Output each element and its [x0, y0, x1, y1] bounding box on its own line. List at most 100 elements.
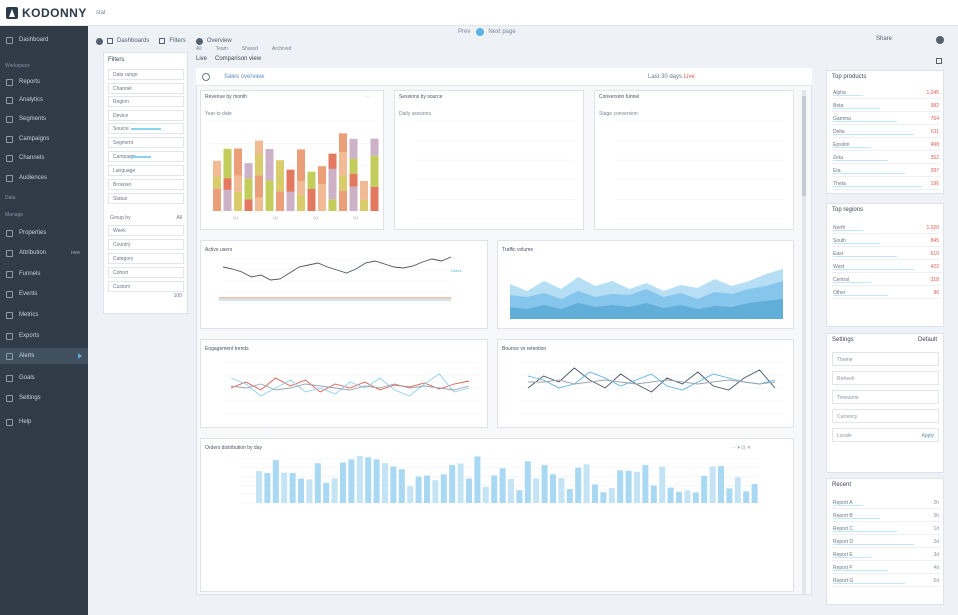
- sidebar-item[interactable]: Exports: [0, 328, 88, 344]
- pager-next[interactable]: Next page: [488, 29, 516, 35]
- panel-row[interactable]: Report B 5h: [831, 510, 941, 522]
- panel-row[interactable]: Theta 196: [831, 178, 941, 190]
- subtab-comparison[interactable]: Comparison view: [215, 56, 262, 62]
- bar: [566, 488, 573, 503]
- filter-field[interactable]: Date range: [108, 69, 184, 80]
- expand-icon[interactable]: [936, 58, 942, 64]
- grid-icon[interactable]: [107, 38, 113, 44]
- sidebar-item[interactable]: Goals: [0, 370, 88, 386]
- panel-row[interactable]: Delta 611: [831, 126, 941, 138]
- refresh-icon[interactable]: [202, 73, 210, 81]
- panel-row-value: 96: [933, 290, 939, 296]
- bar-segment: [339, 133, 347, 153]
- settings-field[interactable]: Locale Apply: [832, 428, 939, 442]
- tab-all[interactable]: All: [196, 46, 202, 52]
- tab-archived[interactable]: Archived: [271, 46, 292, 52]
- sidebar-item[interactable]: Alerts: [0, 348, 88, 364]
- panel-row[interactable]: Report F 4d: [831, 562, 941, 574]
- sidebar-item[interactable]: Attribution new: [0, 245, 88, 261]
- sidebar-item[interactable]: Metrics: [0, 307, 88, 323]
- panel-row[interactable]: Zeta 352: [831, 152, 941, 164]
- panel-row[interactable]: Eta 287: [831, 165, 941, 177]
- sidebar-item[interactable]: Funnels: [0, 266, 88, 282]
- filter-field[interactable]: Campaign: [108, 151, 184, 162]
- top-bar: KODONNY stat: [0, 0, 958, 26]
- panel-row[interactable]: East 610: [831, 248, 941, 260]
- share-button[interactable]: Share: [876, 36, 893, 42]
- panel-row[interactable]: Epsilon 498: [831, 139, 941, 151]
- sidebar-item[interactable]: Campaigns: [0, 131, 88, 147]
- panel-row[interactable]: Report E 3d: [831, 549, 941, 561]
- filter-field[interactable]: Channel: [108, 83, 184, 94]
- group-by-option[interactable]: Category: [108, 253, 184, 264]
- panel-row[interactable]: Report C 1d: [831, 523, 941, 535]
- filter-field[interactable]: Language: [108, 165, 184, 176]
- filter-panel: Filters Date range Channel Region Device Sou…: [103, 52, 188, 314]
- group-by-option[interactable]: Country: [108, 239, 184, 250]
- panel-row[interactable]: South 845: [831, 235, 941, 247]
- settings-field[interactable]: Timezone: [832, 390, 939, 404]
- toolbar-item[interactable]: Overview: [206, 38, 232, 44]
- settings-field[interactable]: Currency: [832, 409, 939, 423]
- filter-field[interactable]: Segment: [108, 137, 184, 148]
- bar-segment: [244, 163, 253, 179]
- panel-row[interactable]: Alpha 1,245: [831, 87, 941, 99]
- bar: [424, 475, 430, 503]
- filter-field[interactable]: Region: [108, 96, 184, 107]
- sidebar-item[interactable]: Events: [0, 286, 88, 302]
- filter-field[interactable]: Source: [108, 123, 184, 134]
- bar-segment: [255, 140, 263, 155]
- toolbar-item[interactable]: Filters: [169, 38, 186, 44]
- sidebar-item[interactable]: Segments: [0, 111, 88, 127]
- settings-field[interactable]: Refresh: [832, 371, 939, 385]
- group-by-option[interactable]: Week: [108, 225, 184, 236]
- panel-row[interactable]: Report D 2d: [831, 536, 941, 548]
- panel-row[interactable]: Gamma 764: [831, 113, 941, 125]
- sidebar-item[interactable]: Analytics: [0, 92, 88, 108]
- menu-icon[interactable]: [96, 37, 103, 45]
- help-icon[interactable]: [936, 36, 944, 44]
- main-scrollbar[interactable]: [802, 90, 806, 595]
- subtab-live[interactable]: Live: [196, 56, 208, 62]
- sidebar-item[interactable]: Audiences: [0, 170, 88, 186]
- settings-field[interactable]: Theme: [832, 352, 939, 366]
- view-icon[interactable]: [195, 37, 203, 45]
- line-chart: [219, 256, 452, 304]
- card-subtitle: Daily sessions: [399, 111, 431, 117]
- main-scrollbar-thumb[interactable]: [802, 96, 806, 196]
- date-range-selector[interactable]: Last 30 days Live: [648, 74, 695, 80]
- pager-dot-icon[interactable]: [476, 28, 485, 36]
- filter-field[interactable]: Browser: [108, 179, 184, 190]
- panel-row[interactable]: Report A 2h: [831, 497, 941, 509]
- panel-row[interactable]: Report G 6d: [831, 575, 941, 587]
- panel-row[interactable]: North 1,020: [831, 222, 941, 234]
- filter-icon[interactable]: [159, 38, 166, 44]
- card-controls[interactable]: ⋯ ▾ ⊡ ✕: [731, 445, 752, 451]
- group-by-label: Week: [113, 227, 126, 234]
- sidebar-item[interactable]: Channels: [0, 150, 88, 166]
- bar-segment: [223, 178, 232, 190]
- toolbar-item[interactable]: Dashboards: [117, 38, 150, 44]
- panel-row[interactable]: Other 96: [831, 287, 941, 299]
- sidebar-item[interactable]: Help: [0, 414, 88, 430]
- panel-value: Default: [917, 337, 937, 343]
- bar-segment: [213, 160, 221, 177]
- card-menu-icon[interactable]: ⋯: [365, 94, 370, 100]
- pager-prev[interactable]: Prev: [458, 29, 471, 35]
- sidebar-item[interactable]: Properties: [0, 225, 88, 241]
- apply-button[interactable]: Apply: [921, 433, 934, 439]
- filter-field[interactable]: Device: [108, 110, 184, 121]
- panel-row[interactable]: West 422: [831, 261, 941, 273]
- settings-field-label: Locale: [837, 433, 852, 439]
- group-by-option[interactable]: Cohort: [108, 267, 184, 278]
- tab-shared[interactable]: Shared: [241, 46, 258, 52]
- filter-field[interactable]: Status: [108, 193, 184, 204]
- tab-team[interactable]: Team: [215, 46, 228, 52]
- group-by-option[interactable]: Custom: [108, 281, 184, 292]
- panel-row[interactable]: Beta 982: [831, 100, 941, 112]
- panel-row[interactable]: Central 318: [831, 274, 941, 286]
- sidebar-item[interactable]: Dashboard: [0, 32, 88, 48]
- series-line: [230, 377, 470, 393]
- sidebar-item[interactable]: Reports: [0, 74, 88, 90]
- sidebar-item[interactable]: Settings: [0, 390, 88, 406]
